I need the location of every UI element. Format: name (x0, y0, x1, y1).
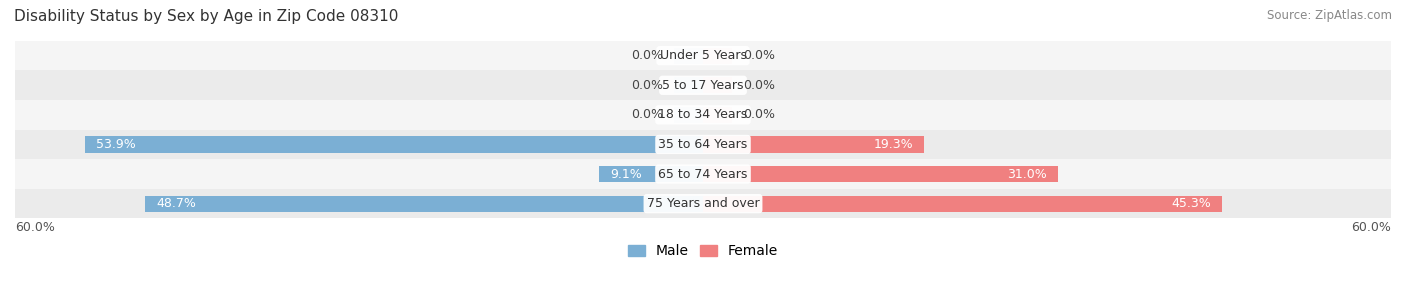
Text: 0.0%: 0.0% (631, 49, 662, 62)
Bar (703, 77, 731, 93)
Text: 0.0%: 0.0% (744, 79, 775, 92)
Bar (703, 136, 924, 152)
Text: Source: ZipAtlas.com: Source: ZipAtlas.com (1267, 9, 1392, 22)
Text: 0.0%: 0.0% (631, 79, 662, 92)
Text: 0.0%: 0.0% (631, 108, 662, 121)
Bar (84, 136, 703, 152)
Bar (675, 48, 703, 64)
Bar (15, 130, 1391, 159)
Bar (675, 107, 703, 123)
Text: 19.3%: 19.3% (873, 138, 912, 151)
Bar (703, 48, 731, 64)
Legend: Male, Female: Male, Female (628, 244, 778, 258)
Text: 9.1%: 9.1% (610, 167, 643, 181)
Text: 31.0%: 31.0% (1007, 167, 1047, 181)
Bar (675, 77, 703, 93)
Bar (15, 100, 1391, 130)
Bar (15, 70, 1391, 100)
Text: 75 Years and over: 75 Years and over (647, 197, 759, 210)
Text: 5 to 17 Years: 5 to 17 Years (662, 79, 744, 92)
Text: 35 to 64 Years: 35 to 64 Years (658, 138, 748, 151)
Bar (15, 41, 1391, 70)
Bar (703, 107, 731, 123)
Bar (15, 189, 1391, 218)
Text: 18 to 34 Years: 18 to 34 Years (658, 108, 748, 121)
Bar (145, 196, 703, 212)
Bar (703, 196, 1222, 212)
Text: 0.0%: 0.0% (744, 49, 775, 62)
Bar (703, 166, 1059, 182)
Text: 0.0%: 0.0% (744, 108, 775, 121)
Bar (599, 166, 703, 182)
Text: Under 5 Years: Under 5 Years (659, 49, 747, 62)
Bar (15, 159, 1391, 189)
Text: 48.7%: 48.7% (156, 197, 195, 210)
Text: 60.0%: 60.0% (1351, 221, 1391, 234)
Text: 65 to 74 Years: 65 to 74 Years (658, 167, 748, 181)
Text: 53.9%: 53.9% (97, 138, 136, 151)
Text: 60.0%: 60.0% (15, 221, 55, 234)
Text: 45.3%: 45.3% (1171, 197, 1211, 210)
Text: Disability Status by Sex by Age in Zip Code 08310: Disability Status by Sex by Age in Zip C… (14, 9, 398, 24)
